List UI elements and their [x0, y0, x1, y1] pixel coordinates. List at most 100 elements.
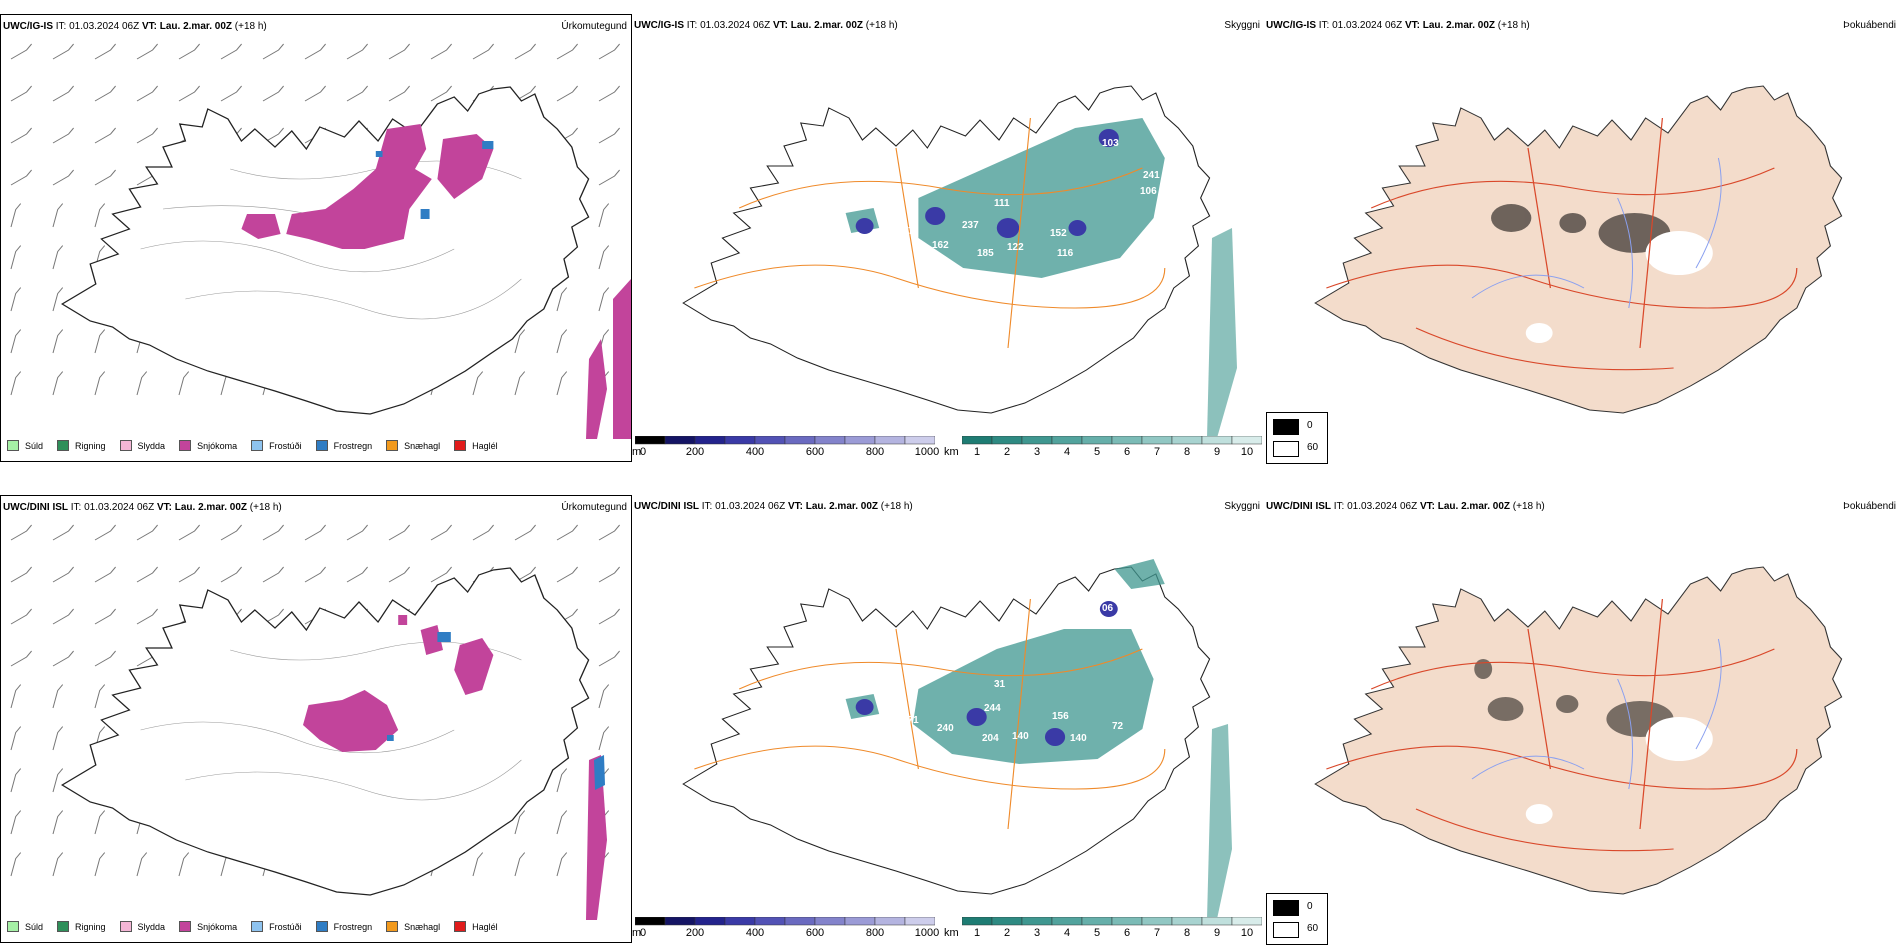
wind-barb: [52, 287, 64, 312]
colorbar-tick-label: 4: [1063, 446, 1071, 458]
rivers: [1471, 157, 1722, 309]
wind-barb: [52, 245, 64, 270]
legend-item: Haglél: [454, 921, 498, 932]
wind-barb: [52, 768, 64, 793]
colorbar-segment: [784, 436, 816, 445]
wind-barb: [94, 810, 106, 835]
legend-swatch: [454, 440, 467, 451]
wind-barb: [556, 810, 568, 835]
header-row1-vis: UWC/IG-IS IT: 01.03.2024 06Z VT: Lau. 2.…: [634, 20, 898, 31]
colorbar-tick-label: 8: [1183, 446, 1191, 458]
legend-swatch: [119, 921, 132, 932]
legend-item: Snæhagl: [386, 440, 440, 451]
legend-swatch: [7, 440, 19, 451]
wind-barb: [136, 852, 148, 877]
wind-barb: [52, 810, 64, 835]
wind-barb: [598, 287, 610, 312]
wind-barb: [52, 169, 74, 186]
wind-barb: [10, 852, 22, 877]
cloudbase-value-label: 244: [984, 703, 1001, 714]
wind-barb: [598, 203, 610, 228]
colorbar-segment: [1141, 917, 1173, 926]
cloudbase-value-label: 156: [1052, 711, 1069, 722]
wind-barb: [10, 85, 32, 102]
colorbar-tick-label: 2: [1003, 927, 1011, 939]
colorbar-tick-label: 5: [1093, 927, 1101, 939]
wind-barb: [598, 127, 620, 144]
cloudbase-value-label: 111: [994, 198, 1010, 209]
offshore-precip: [586, 755, 607, 920]
wind-barb: [598, 43, 620, 60]
colorbar-segment: [904, 917, 935, 926]
wind-barb: [94, 524, 116, 541]
header-row2-precip: UWC/DINI ISL IT: 01.03.2024 06Z VT: Lau.…: [3, 502, 282, 513]
wind-barb: [178, 85, 200, 102]
wind-barb: [10, 524, 32, 541]
colorbar-tick-label: 0: [639, 927, 647, 939]
cloudbase-value-label: 31: [994, 679, 1006, 690]
legend-item: Súld: [7, 440, 43, 451]
cloudbase-colorbar-row1: [635, 436, 935, 445]
wind-barb: [346, 43, 368, 60]
wind-barb: [94, 684, 106, 709]
offshore-snow: [586, 279, 631, 439]
wind-barb: [556, 287, 568, 312]
iceland-fill: [1314, 566, 1843, 895]
legend-item: Slydda: [119, 440, 165, 451]
colorbar-segment: [1051, 436, 1083, 445]
wind-barb: [598, 245, 610, 270]
wind-barb: [388, 43, 410, 60]
cloudbase-value-label: 106: [1140, 186, 1157, 197]
wind-barb: [178, 852, 190, 877]
wind-barb: [52, 43, 74, 60]
legend-label: Slydda: [137, 921, 166, 932]
colorbar-segment: [1081, 917, 1113, 926]
legend-swatch: [119, 440, 132, 451]
wind-barb: [10, 566, 32, 583]
legend-item: Rigning: [57, 921, 106, 932]
cloudbase-value-label: 167: [897, 226, 914, 237]
wind-barb: [472, 371, 484, 396]
wind-barb: [598, 85, 620, 102]
panel-title-precip: Úrkomutegund: [561, 21, 627, 32]
colorbar-segment: [1111, 917, 1143, 926]
fog-swatch-60: [1273, 922, 1299, 938]
wind-barb: [10, 608, 32, 625]
visibility-ticks-row2: 1 2 3 4 5 6 7 8 9 10: [962, 927, 1262, 941]
wind-barb: [52, 85, 74, 102]
precip-legend-row2: Súld Rigning Slydda Snjókoma Frostúði Frostre…: [7, 921, 512, 932]
fog-legend-row2: 0 60: [1266, 893, 1328, 945]
colorbar-tick-label: 8: [1183, 927, 1191, 939]
wind-barb: [52, 852, 64, 877]
legend-swatch: [315, 921, 328, 932]
wind-barb: [514, 371, 526, 396]
colorbar-segment: [754, 917, 786, 926]
low-cloudbase-spots: [855, 129, 1119, 238]
fog-swatch-60: [1273, 441, 1299, 457]
legend-item: Snjókoma: [179, 921, 237, 932]
wind-barb: [598, 650, 620, 667]
colorbar-segment: [1201, 917, 1233, 926]
wind-barb: [52, 329, 64, 354]
cloudbase-value-label: 171: [902, 715, 919, 726]
visibility-panel-row1: UWC/IG-IS IT: 01.03.2024 06Z VT: Lau. 2.…: [632, 14, 1264, 462]
legend-item: Rigning: [57, 440, 106, 451]
wind-barb: [10, 650, 32, 667]
legend-label: Frostúði: [269, 440, 302, 451]
colorbar-tick-label: 9: [1213, 927, 1221, 939]
wind-barb: [304, 566, 326, 583]
freezing-rain-area: [387, 632, 451, 741]
legend-swatch: [7, 921, 19, 932]
glaciers: [1525, 231, 1713, 343]
wind-barb: [556, 85, 578, 102]
colorbar-tick-label: 0: [639, 446, 647, 458]
cloudbase-value-label: 116: [1057, 248, 1074, 259]
cloudbase-value-label: 99: [1144, 647, 1156, 658]
model-name: UWC/IG-IS: [3, 21, 53, 32]
wind-barb: [220, 43, 242, 60]
wind-barb: [514, 810, 526, 835]
legend-label: Rigning: [75, 921, 106, 932]
wind-barb: [262, 43, 284, 60]
